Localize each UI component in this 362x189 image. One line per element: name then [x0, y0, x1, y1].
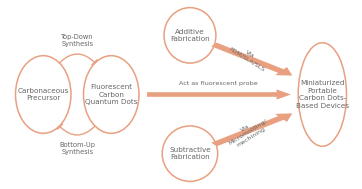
Text: Via
FDM/SLA/SLS: Via FDM/SLA/SLS: [228, 41, 269, 72]
Text: Subtractive
Fabrication: Subtractive Fabrication: [169, 147, 211, 160]
Text: Fluorescent
Carbon
Quantum Dots: Fluorescent Carbon Quantum Dots: [85, 84, 138, 105]
Text: Miniaturized
Portable
Carbon Dots-
Based Devices: Miniaturized Portable Carbon Dots- Based…: [296, 80, 349, 109]
Text: Act as fluorescent probe: Act as fluorescent probe: [179, 81, 258, 86]
FancyArrow shape: [147, 89, 291, 100]
FancyArrow shape: [211, 43, 292, 76]
Text: Via
Micromolding/
machining: Via Micromolding/ machining: [225, 114, 272, 151]
Text: Top-Down
Synthesis: Top-Down Synthesis: [61, 34, 93, 47]
Text: Carbonaceous
Precursor: Carbonaceous Precursor: [17, 88, 69, 101]
Text: Additive
Fabrication: Additive Fabrication: [170, 29, 210, 42]
Text: Bottom-Up
Synthesis: Bottom-Up Synthesis: [59, 142, 95, 155]
FancyArrow shape: [211, 113, 292, 146]
